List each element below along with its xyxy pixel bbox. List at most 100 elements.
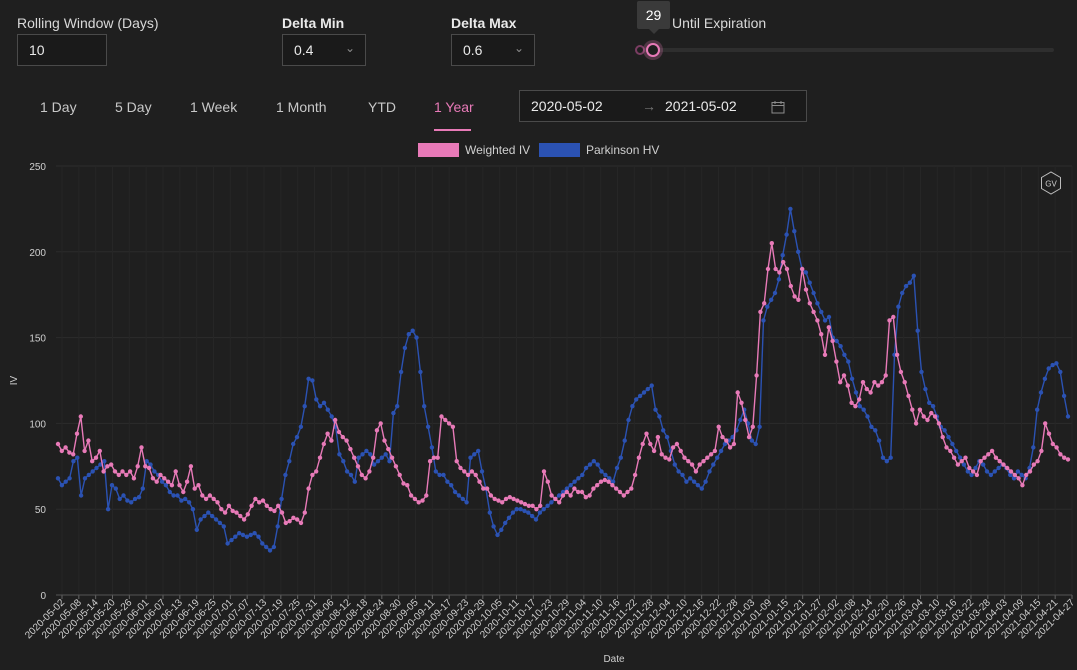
parkinson-hv-point [287,459,292,464]
parkinson-hv-point [1054,361,1059,366]
weighted-iv-point [591,486,596,491]
parkinson-hv-point [55,476,61,481]
chart-legend: Weighted IV Parkinson HV [418,143,659,157]
parkinson-hv-point [691,479,697,484]
weighted-iv-point [1046,431,1052,436]
parkinson-hv-point [900,290,905,296]
parkinson-hv-point [499,527,504,532]
weighted-iv-point [1005,465,1010,471]
tab-1-week[interactable]: 1 Week [190,99,238,115]
weighted-iv-point [200,493,205,498]
parkinson-hv-point [414,335,419,340]
parkinson-hv-point [302,404,307,409]
legend-label-weighted-iv: Weighted IV [465,143,530,157]
weighted-iv-point [344,438,349,443]
delta-max-select[interactable]: 0.6 ⌄ [451,34,535,66]
weighted-iv-point [834,359,839,364]
parkinson-hv-point [506,515,512,520]
rolling-window-input[interactable]: 10 [17,34,107,66]
parkinson-hv-point [969,472,974,478]
parkinson-hv-point [1061,393,1067,399]
weighted-iv-point [420,498,425,503]
parkinson-hv-point [472,452,477,457]
parkinson-hv-point [418,369,423,375]
parkinson-hv-point [984,469,990,474]
weighted-iv-point [238,513,243,519]
weighted-iv-point [135,464,140,469]
weighted-iv-point [754,373,759,378]
weighted-iv-point [374,428,380,433]
parkinson-hv-point [541,507,546,512]
parkinson-hv-point [865,414,870,419]
weighted-iv-point [90,459,95,464]
date-range-end[interactable]: 2021-05-02 [665,98,737,114]
weighted-iv-point [348,446,353,452]
parkinson-hv-point [364,448,369,454]
parkinson-hv-point [113,486,119,491]
weighted-iv-point [165,479,171,484]
weighted-iv-point [241,517,247,522]
parkinson-hv-point [140,486,145,491]
date-range-start[interactable]: 2020-05-02 [531,98,603,114]
parkinson-hv-point [175,493,180,498]
parkinson-hv-point [325,407,330,412]
weighted-iv-point [245,512,250,517]
days-slider-track[interactable] [640,48,1054,52]
weighted-iv-point [230,508,235,514]
weighted-iv-point [412,496,418,502]
parkinson-hv-point [896,304,901,309]
parkinson-hv-point [684,479,689,484]
weighted-iv-point [894,352,900,357]
parkinson-hv-point [822,318,828,323]
tab-ytd[interactable]: YTD [368,99,396,115]
tab-1-year[interactable]: 1 Year [434,99,474,115]
weighted-iv-point [955,462,961,467]
parkinson-hv-point [919,369,924,375]
parkinson-hv-point [337,452,342,457]
parkinson-hv-point [260,541,265,546]
parkinson-hv-point [109,483,115,488]
weighted-iv-point [257,500,262,505]
y-tick-label: 150 [29,334,46,345]
slider-start-handle[interactable] [635,45,645,55]
tab-1-month[interactable]: 1 Month [276,99,327,115]
gv-badge: GV [1041,171,1061,195]
parkinson-hv-point [973,465,978,471]
weighted-iv-point [1065,457,1071,462]
weighted-iv-point [287,519,292,524]
date-range-picker[interactable]: 2020-05-02 → 2021-05-02 [519,90,807,122]
weighted-iv-point [534,507,539,512]
weighted-iv-point [283,520,288,526]
parkinson-hv-point [957,455,963,460]
parkinson-hv-point [927,400,932,405]
chevron-down-icon: ⌄ [344,41,355,55]
weighted-iv-point [173,469,178,474]
gv-badge-hexagon [1041,171,1061,195]
parkinson-hv-point [653,407,658,412]
calendar-icon[interactable] [771,100,785,114]
slider-handle[interactable] [646,43,660,57]
parkinson-hv-point [314,397,319,402]
tab-1-day[interactable]: 1 Day [40,99,77,115]
weighted-iv-point [314,469,319,474]
parkinson-hv-point [992,469,997,474]
weighted-iv-point [386,446,391,452]
delta-min-select[interactable]: 0.4 ⌄ [282,34,366,66]
parkinson-hv-point [406,332,411,337]
weighted-iv-point [929,410,934,416]
weighted-iv-point [705,455,710,460]
parkinson-hv-point [233,534,238,539]
parkinson-hv-point [202,513,207,519]
weighted-iv-point [708,452,714,457]
tab-5-day[interactable]: 5 Day [115,99,152,115]
parkinson-hv-point [580,472,585,478]
weighted-iv-point [503,496,509,502]
parkinson-hv-point [722,441,728,447]
weighted-iv-point [614,486,619,491]
parkinson-hv-point [171,493,176,498]
weighted-iv-point [845,383,850,388]
parkinson-hv-line [57,208,1069,552]
parkinson-hv-point [757,424,762,429]
parkinson-hv-point [329,414,334,419]
gv-badge-text: GV [1045,180,1057,189]
